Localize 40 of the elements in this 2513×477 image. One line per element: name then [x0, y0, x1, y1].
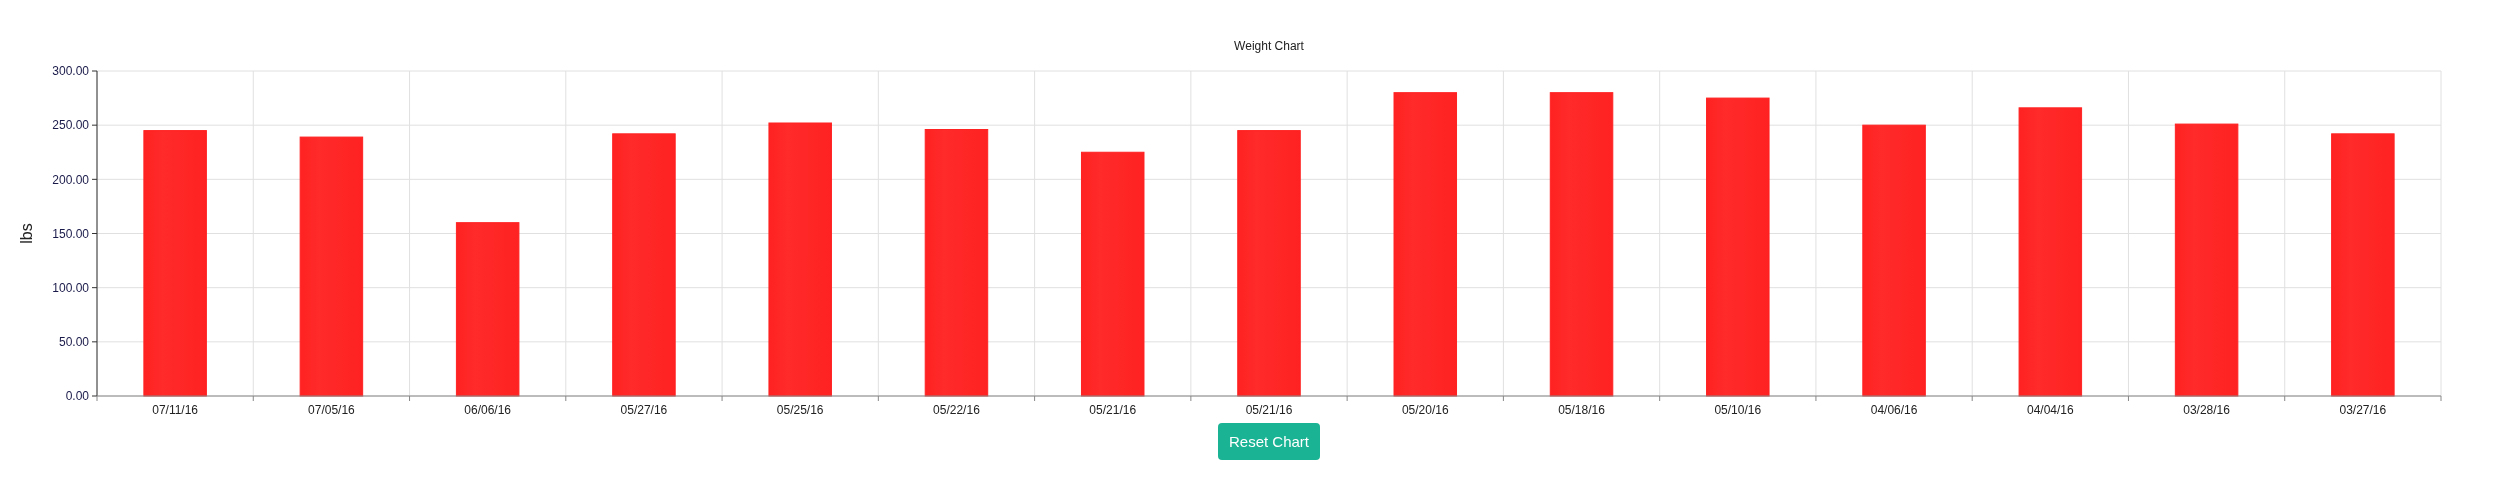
x-tick-label: 05/21/16: [1245, 403, 1293, 417]
bar: [2018, 107, 2083, 397]
chart-title: Weight Chart: [1234, 39, 1305, 53]
bar: [1237, 130, 1301, 397]
x-tick-label: 05/10/16: [1714, 403, 1762, 417]
y-tick-label: 150.00: [52, 226, 90, 241]
x-tick-label: 05/21/16: [1089, 403, 1137, 417]
y-axis-title: lbs: [18, 223, 35, 244]
bar: [1706, 97, 1770, 397]
y-tick-label: 50.00: [58, 335, 90, 350]
x-tick-label: 07/05/16: [308, 403, 356, 417]
x-tick-label: 04/04/16: [2026, 403, 2075, 417]
y-tick-label: 300.00: [52, 64, 90, 79]
bar: [2174, 123, 2239, 397]
x-tick-label: 06/06/16: [464, 403, 512, 417]
reset-button: Reset Chart: [1218, 423, 1320, 460]
x-tick-label: 03/27/16: [2339, 403, 2387, 417]
bar: [1080, 151, 1145, 397]
x-tick-label: 05/22/16: [933, 403, 981, 417]
bar: [612, 133, 676, 397]
y-tick-label: 0.00: [65, 389, 90, 404]
bar: [1393, 92, 1458, 397]
bar: [924, 129, 989, 397]
bar: [768, 122, 832, 397]
x-tick-label: 05/18/16: [1558, 403, 1606, 417]
x-tick-label: 03/28/16: [2183, 403, 2231, 417]
x-tick-label: 05/20/16: [1401, 403, 1449, 417]
x-tick-label: 04/06/16: [1870, 403, 1918, 417]
x-tick-label: 05/27/16: [620, 403, 668, 417]
y-tick-label: 100.00: [52, 280, 90, 295]
bar: [1862, 124, 1926, 397]
x-tick-label: 07/11/16: [152, 403, 199, 417]
bar: [143, 130, 207, 397]
bar: [299, 136, 364, 397]
y-tick-label: 200.00: [52, 172, 90, 187]
y-tick-label: 250.00: [52, 118, 90, 133]
x-tick-label: 05/25/16: [776, 403, 824, 417]
bar: [455, 222, 520, 397]
bar: [2331, 133, 2395, 397]
bar: [1549, 92, 1614, 397]
